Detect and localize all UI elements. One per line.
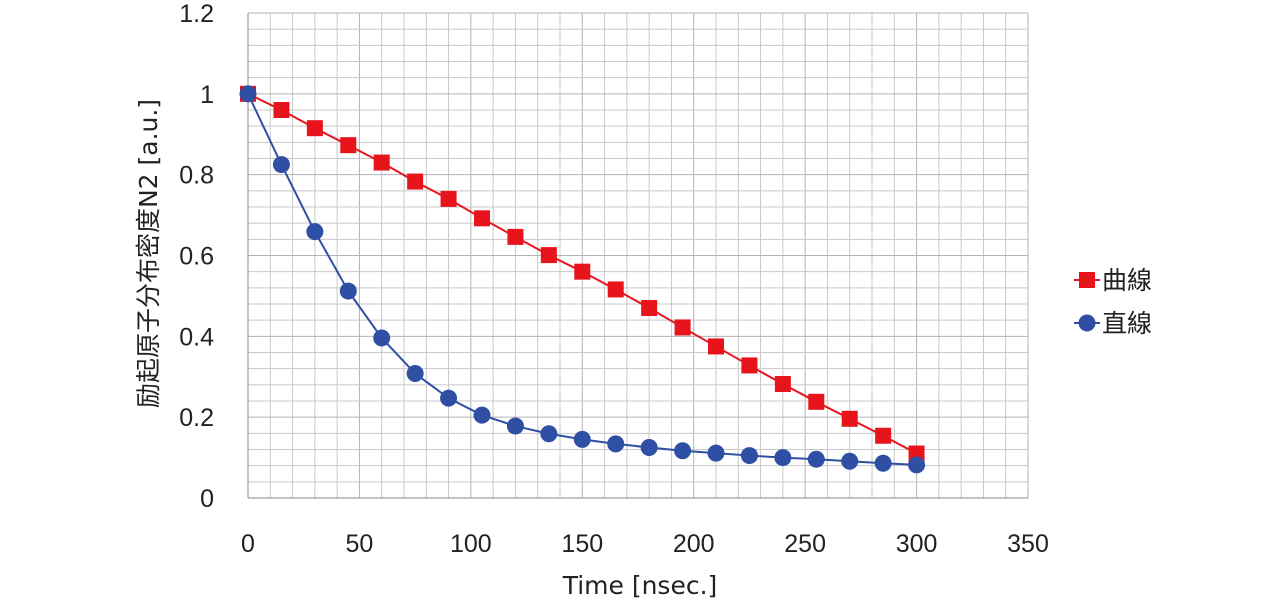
- x-tick-label: 0: [241, 530, 255, 558]
- legend-label: 直線: [1102, 309, 1152, 338]
- data-point-circle: [272, 156, 290, 174]
- data-point-square: [440, 190, 457, 207]
- data-point-circle: [239, 85, 257, 103]
- data-point-square: [540, 247, 557, 264]
- data-point-square: [875, 427, 892, 444]
- y-tick-label: 0.6: [179, 243, 214, 271]
- legend-marker-circle: [1078, 314, 1096, 332]
- data-point-square: [474, 210, 490, 227]
- y-tick-label: 1: [200, 81, 214, 109]
- x-tick-label: 350: [1007, 530, 1049, 558]
- data-point-square: [574, 263, 591, 280]
- plot-area: [239, 85, 926, 474]
- legend-item: 直線: [1074, 309, 1152, 338]
- y-tick-label: 0: [200, 485, 214, 513]
- data-point-circle: [306, 223, 324, 241]
- x-tick-label: 200: [673, 530, 715, 558]
- data-point-square: [373, 154, 390, 171]
- data-point-circle: [607, 435, 625, 453]
- data-point-square: [774, 376, 791, 393]
- data-point-square: [841, 410, 858, 427]
- y-tick-label: 0.4: [179, 323, 214, 351]
- data-point-square: [507, 228, 524, 245]
- data-point-square: [340, 137, 357, 154]
- data-point-square: [708, 338, 724, 355]
- y-tick-label: 0.8: [179, 162, 214, 190]
- x-tick-label: 250: [784, 530, 826, 558]
- data-point-circle: [841, 452, 859, 470]
- x-tick-label: 150: [561, 530, 603, 558]
- data-point-circle: [506, 417, 524, 435]
- data-point-circle: [339, 282, 357, 300]
- x-axis-title: Time [nsec.]: [562, 571, 718, 600]
- legend-marker-square: [1079, 272, 1095, 288]
- x-tick-label: 300: [896, 530, 938, 558]
- y-axis-title: 励起原子分布密度N2 [a.u.]: [134, 99, 163, 408]
- data-point-circle: [674, 442, 692, 460]
- data-point-circle: [640, 438, 658, 456]
- data-point-circle: [573, 430, 591, 448]
- data-point-square: [741, 357, 758, 374]
- data-point-circle: [874, 454, 892, 472]
- data-point-circle: [707, 444, 725, 462]
- data-point-circle: [540, 425, 558, 443]
- data-point-square: [273, 102, 290, 118]
- data-point-circle: [473, 406, 491, 424]
- data-point-circle: [406, 365, 424, 383]
- data-point-circle: [373, 329, 391, 347]
- data-point-square: [607, 281, 624, 298]
- series-2: [239, 85, 926, 474]
- data-point-circle: [740, 447, 758, 465]
- x-tick-label: 100: [450, 530, 492, 558]
- data-point-square: [808, 393, 825, 410]
- data-point-circle: [440, 389, 458, 407]
- legend-label: 曲線: [1102, 266, 1152, 295]
- chart-grid: [247, 12, 1029, 499]
- legend-item: 曲線: [1074, 266, 1152, 295]
- data-point-square: [641, 300, 658, 317]
- data-point-square: [306, 120, 323, 137]
- y-tick-label: 0.2: [179, 404, 214, 432]
- data-point-circle: [807, 450, 825, 468]
- data-point-circle: [774, 449, 792, 467]
- data-point-circle: [908, 456, 926, 474]
- chart-tick-labels: 0 50 100 150 200 250 300 350 0 0.2 0.4 0.6 0.8 1 1.2: [179, 0, 1049, 558]
- data-point-square: [674, 319, 691, 336]
- y-tick-label: 1.2: [179, 0, 214, 28]
- x-tick-label: 50: [346, 530, 374, 558]
- data-point-square: [407, 173, 424, 190]
